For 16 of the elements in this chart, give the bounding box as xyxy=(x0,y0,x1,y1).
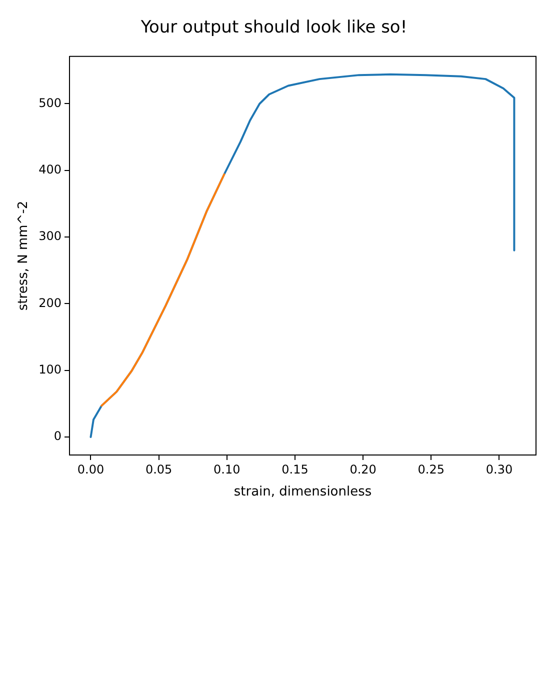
y-tick-label: 400 xyxy=(38,162,62,177)
y-tick-label: 200 xyxy=(38,296,62,310)
y-axis-title: stress, N mm^-2 xyxy=(16,200,32,311)
chart-title: Your output should look like so! xyxy=(140,18,408,38)
x-tick-label: 0.25 xyxy=(418,462,445,476)
x-tick-label: 0.00 xyxy=(77,462,104,476)
x-axis-title: strain, dimensionless xyxy=(234,484,372,500)
y-tick-label: 500 xyxy=(38,96,62,110)
x-tick-label: 0.30 xyxy=(486,462,513,476)
y-tick-label: 0 xyxy=(54,429,62,444)
x-tick-label: 0.15 xyxy=(282,462,308,476)
y-tick-label: 100 xyxy=(38,362,62,376)
x-tick-label: 0.20 xyxy=(350,462,376,476)
y-tick-label: 300 xyxy=(38,229,62,244)
x-tick-label: 0.10 xyxy=(214,462,240,476)
x-tick-label: 0.05 xyxy=(145,462,172,476)
